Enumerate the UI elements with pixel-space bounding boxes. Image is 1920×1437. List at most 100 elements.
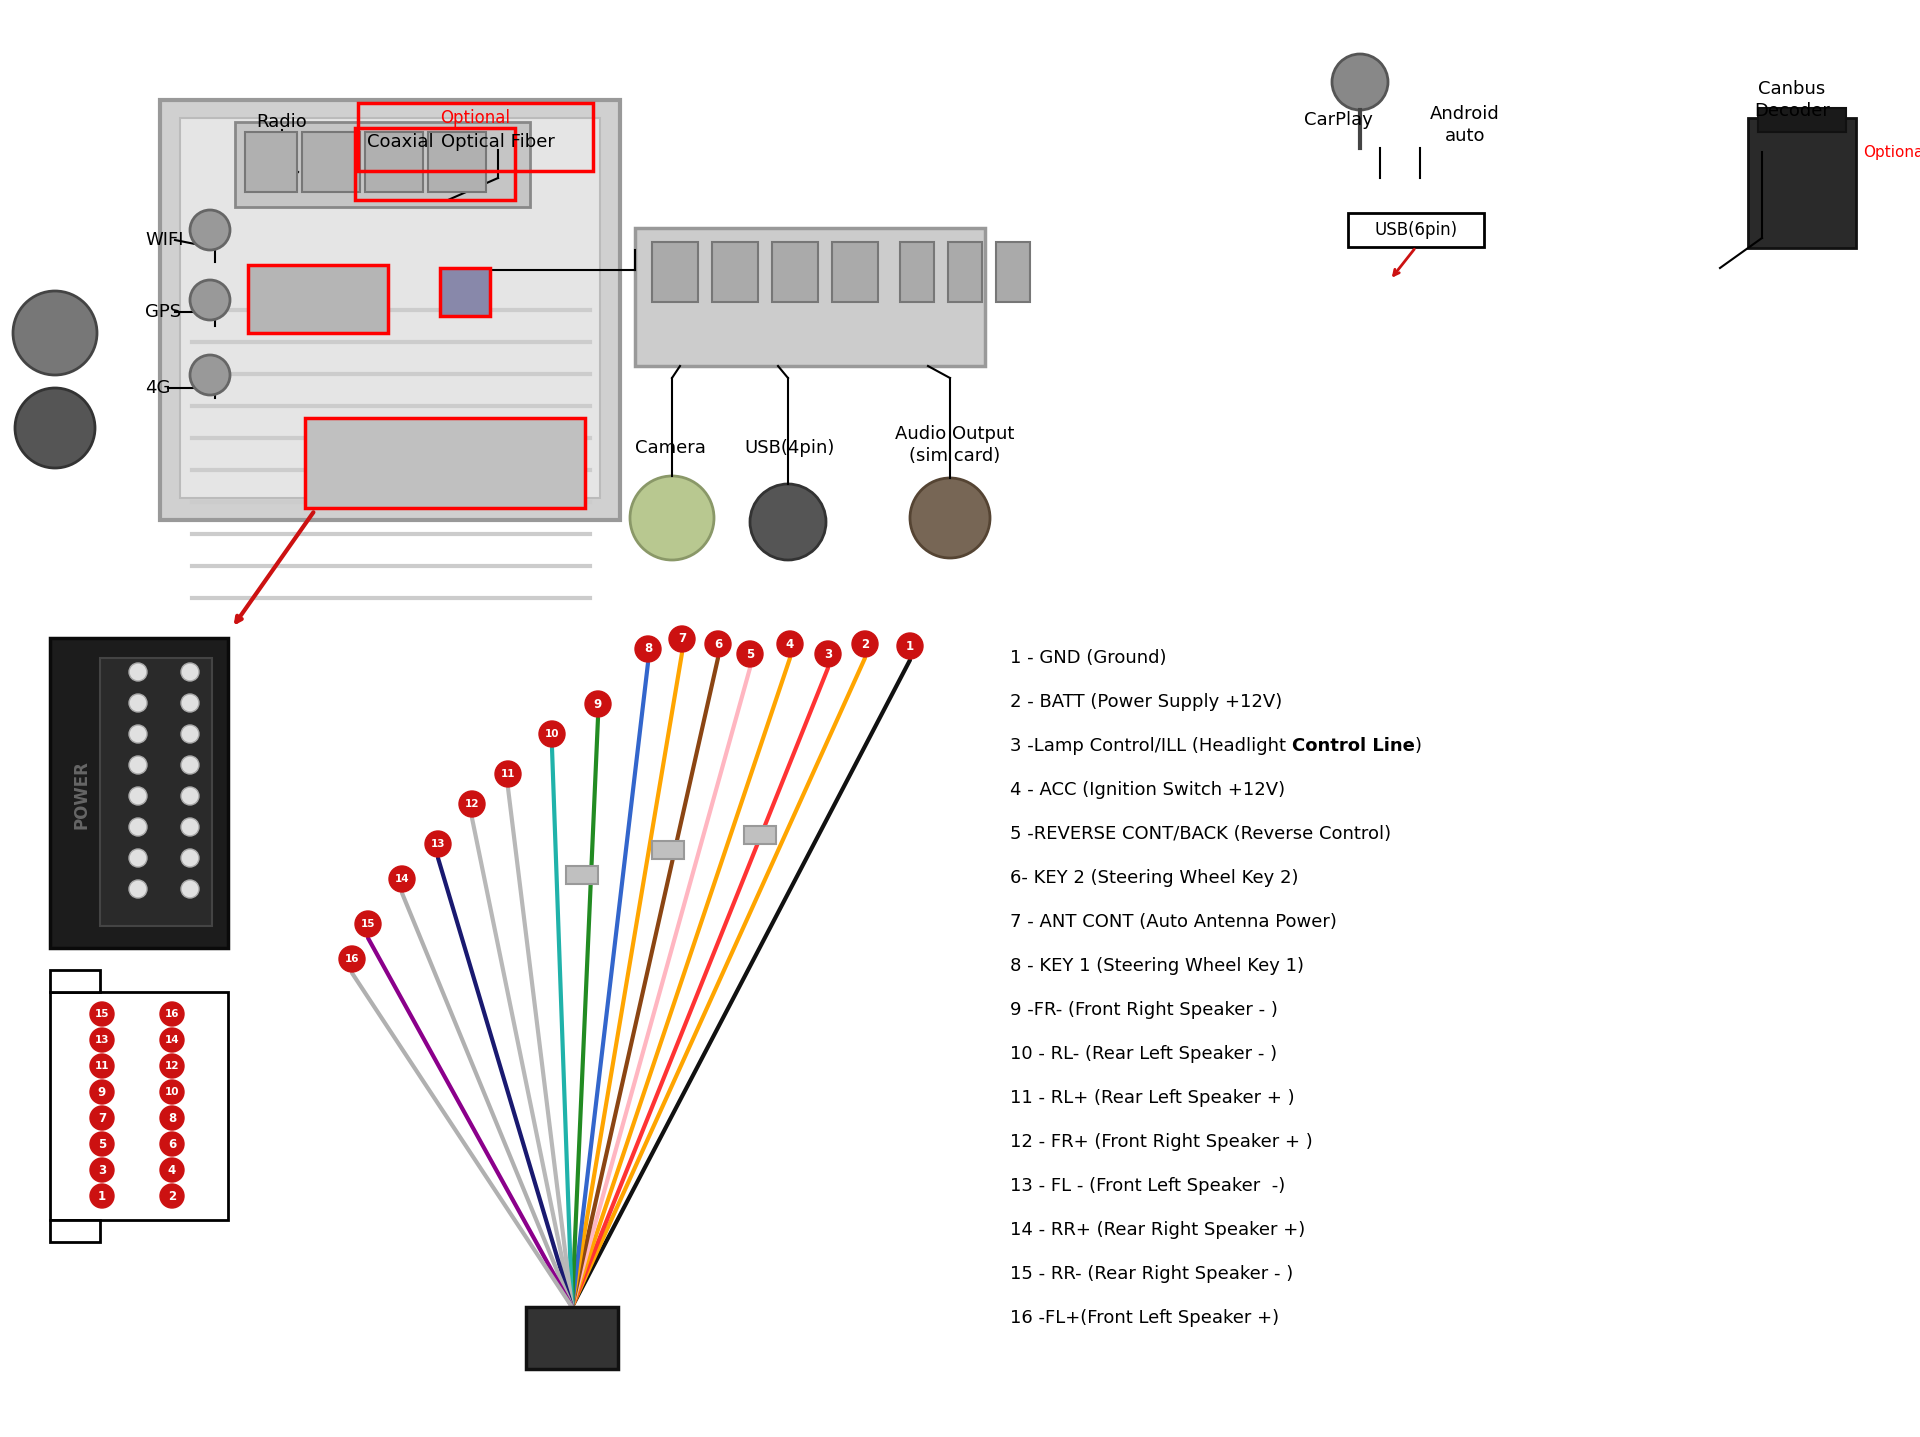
Bar bbox=[355, 128, 515, 200]
Bar bbox=[428, 132, 486, 193]
Text: 7: 7 bbox=[98, 1111, 106, 1125]
Text: 1 - GND (Ground): 1 - GND (Ground) bbox=[1010, 650, 1167, 667]
Bar bbox=[50, 638, 228, 948]
Text: 13: 13 bbox=[94, 1035, 109, 1045]
Circle shape bbox=[159, 1002, 184, 1026]
Text: WIFI: WIFI bbox=[146, 231, 184, 249]
Circle shape bbox=[814, 641, 841, 667]
Circle shape bbox=[636, 637, 660, 662]
Text: Audio Output
(sim card): Audio Output (sim card) bbox=[895, 425, 1014, 466]
Text: 6: 6 bbox=[167, 1138, 177, 1151]
Bar bbox=[1348, 213, 1484, 247]
Circle shape bbox=[1332, 55, 1388, 111]
Circle shape bbox=[129, 662, 148, 681]
Circle shape bbox=[159, 1081, 184, 1104]
Text: 4: 4 bbox=[785, 638, 795, 651]
Text: 1: 1 bbox=[98, 1190, 106, 1203]
Bar bbox=[948, 241, 981, 302]
Bar bbox=[1747, 118, 1857, 249]
Text: 11 - RL+ (Rear Left Speaker + ): 11 - RL+ (Rear Left Speaker + ) bbox=[1010, 1089, 1294, 1106]
Bar bbox=[745, 826, 776, 844]
Text: USB(4pin): USB(4pin) bbox=[745, 438, 835, 457]
Circle shape bbox=[13, 292, 98, 375]
Text: Optional: Optional bbox=[440, 109, 511, 126]
Circle shape bbox=[129, 726, 148, 743]
Bar bbox=[357, 103, 593, 171]
Circle shape bbox=[90, 1184, 113, 1209]
Text: 16 -FL+(Front Left Speaker +): 16 -FL+(Front Left Speaker +) bbox=[1010, 1309, 1279, 1326]
Circle shape bbox=[129, 879, 148, 898]
Text: 3 -Lamp Control/ILL (Headlight: 3 -Lamp Control/ILL (Headlight bbox=[1010, 737, 1292, 754]
Bar bbox=[996, 241, 1029, 302]
Circle shape bbox=[159, 1027, 184, 1052]
Text: 4 - ACC (Ignition Switch +12V): 4 - ACC (Ignition Switch +12V) bbox=[1010, 780, 1284, 799]
Circle shape bbox=[90, 1053, 113, 1078]
Text: 12: 12 bbox=[165, 1061, 179, 1071]
Circle shape bbox=[129, 694, 148, 711]
Bar bbox=[301, 132, 361, 193]
Text: 2 - BATT (Power Supply +12V): 2 - BATT (Power Supply +12V) bbox=[1010, 693, 1283, 711]
Circle shape bbox=[159, 1158, 184, 1183]
Text: Camera: Camera bbox=[636, 438, 705, 457]
Circle shape bbox=[190, 355, 230, 395]
Bar bbox=[900, 241, 933, 302]
Text: 11: 11 bbox=[501, 769, 515, 779]
Bar bbox=[636, 228, 985, 366]
Circle shape bbox=[190, 280, 230, 320]
Circle shape bbox=[90, 1081, 113, 1104]
Bar bbox=[653, 841, 684, 859]
Text: 15 - RR- (Rear Right Speaker - ): 15 - RR- (Rear Right Speaker - ) bbox=[1010, 1265, 1294, 1283]
Circle shape bbox=[897, 634, 924, 660]
Circle shape bbox=[180, 726, 200, 743]
Text: CarPlay: CarPlay bbox=[1304, 111, 1373, 129]
Bar bbox=[246, 132, 298, 193]
Circle shape bbox=[852, 631, 877, 657]
Circle shape bbox=[129, 787, 148, 805]
Circle shape bbox=[340, 946, 365, 971]
Text: 13: 13 bbox=[430, 839, 445, 849]
Circle shape bbox=[540, 721, 564, 747]
Circle shape bbox=[424, 831, 451, 856]
Bar bbox=[50, 1220, 100, 1242]
Bar bbox=[365, 132, 422, 193]
Text: 14: 14 bbox=[396, 874, 409, 884]
Bar bbox=[526, 1308, 618, 1369]
Text: 2: 2 bbox=[167, 1190, 177, 1203]
Circle shape bbox=[90, 1002, 113, 1026]
Text: 16: 16 bbox=[346, 954, 359, 964]
Circle shape bbox=[778, 631, 803, 657]
Text: 12: 12 bbox=[465, 799, 480, 809]
Bar bbox=[712, 241, 758, 302]
Text: Android
auto: Android auto bbox=[1430, 105, 1500, 145]
Bar bbox=[180, 118, 599, 499]
Bar bbox=[234, 122, 530, 207]
Circle shape bbox=[129, 849, 148, 867]
Text: 8: 8 bbox=[643, 642, 653, 655]
Circle shape bbox=[180, 787, 200, 805]
Circle shape bbox=[495, 762, 520, 787]
Text: 11: 11 bbox=[94, 1061, 109, 1071]
Text: Coaxial: Coaxial bbox=[367, 134, 434, 151]
Bar bbox=[440, 267, 490, 316]
Bar bbox=[100, 658, 211, 925]
Text: 5 -REVERSE CONT/BACK (Reverse Control): 5 -REVERSE CONT/BACK (Reverse Control) bbox=[1010, 825, 1392, 844]
Text: GPS: GPS bbox=[146, 303, 180, 320]
Circle shape bbox=[751, 484, 826, 560]
Circle shape bbox=[90, 1158, 113, 1183]
Text: 5: 5 bbox=[745, 648, 755, 661]
Text: 7: 7 bbox=[678, 632, 685, 645]
Bar bbox=[772, 241, 818, 302]
Text: 16: 16 bbox=[165, 1009, 179, 1019]
Text: 4G: 4G bbox=[146, 379, 171, 397]
Text: USB(6pin): USB(6pin) bbox=[1375, 221, 1457, 239]
Circle shape bbox=[180, 756, 200, 775]
Circle shape bbox=[90, 1132, 113, 1155]
Text: Control Line: Control Line bbox=[1292, 737, 1415, 754]
Text: 5: 5 bbox=[98, 1138, 106, 1151]
Text: 10 - RL- (Rear Left Speaker - ): 10 - RL- (Rear Left Speaker - ) bbox=[1010, 1045, 1277, 1063]
Circle shape bbox=[180, 879, 200, 898]
Bar bbox=[305, 418, 586, 509]
Bar bbox=[159, 101, 620, 520]
Text: 15: 15 bbox=[361, 920, 374, 928]
Bar bbox=[1759, 108, 1845, 132]
